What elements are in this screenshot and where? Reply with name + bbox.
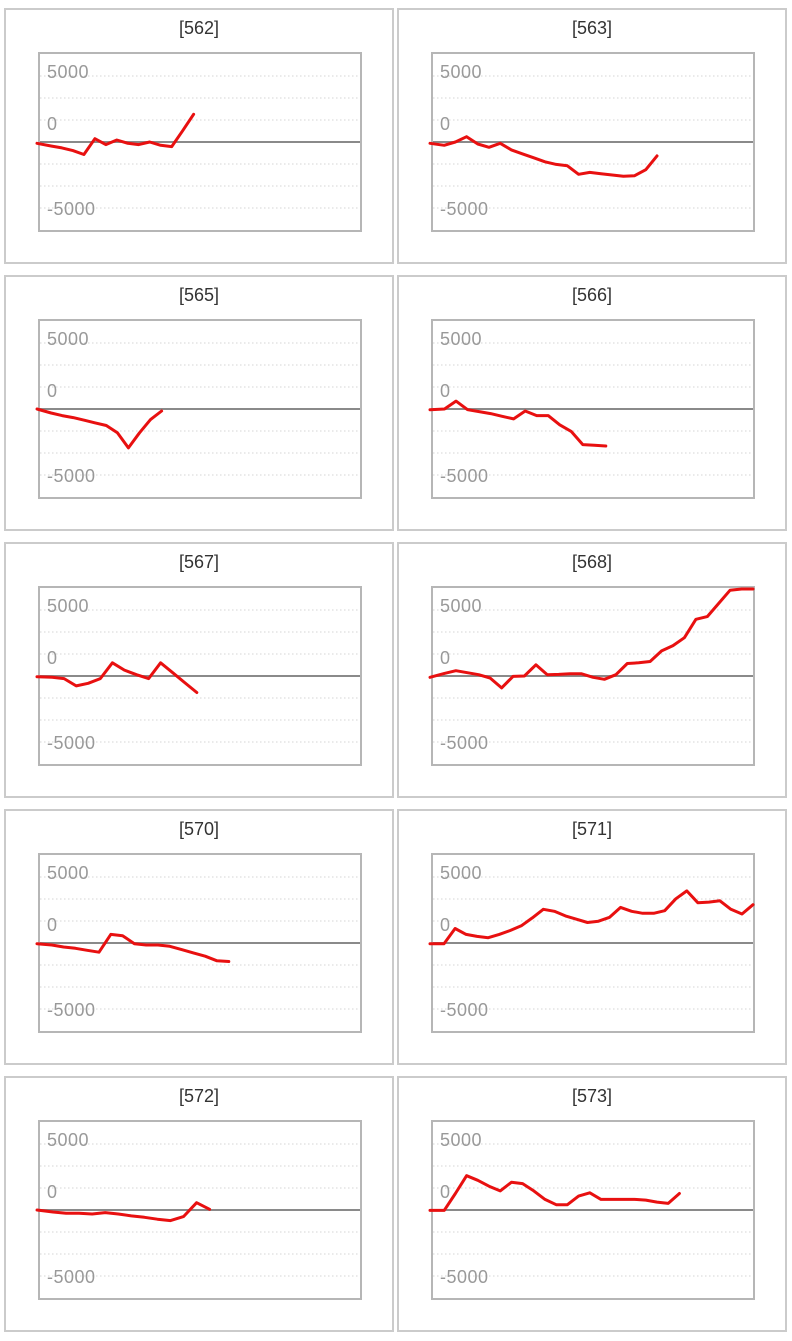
chart-title: [563]: [571, 18, 613, 38]
chart-title: [567]: [178, 552, 220, 572]
line-chart-svg: [428, 75, 753, 209]
line-chart-plot: 5000 0 -5000: [428, 853, 755, 1033]
line-chart-svg: [428, 876, 755, 1010]
line-chart-plot: 5000 0 -5000: [35, 1120, 362, 1300]
line-chart-svg: [35, 876, 360, 1010]
series-line: [428, 399, 608, 448]
machine-chart-card: [566] 5000 0 -5000: [397, 275, 787, 531]
machine-chart-card: [573] 5000 0 -5000: [397, 1076, 787, 1332]
machine-chart-card: [565] 5000 0 -5000: [4, 275, 394, 531]
chart-title: [565]: [178, 285, 220, 305]
chart-title: [573]: [571, 1086, 613, 1106]
line-chart-plot: 5000 0 -5000: [35, 586, 362, 766]
machine-chart-card: [562] 5000 0 -5000: [4, 8, 394, 264]
line-chart-svg: [428, 342, 753, 476]
line-chart-plot: 5000 0 -5000: [428, 586, 755, 766]
line-chart-plot: 5000 0 -5000: [428, 1120, 755, 1300]
line-chart-plot: 5000 0 -5000: [428, 52, 755, 232]
chart-title: [568]: [571, 552, 613, 572]
series-line: [428, 135, 659, 178]
line-chart-svg: [35, 609, 360, 743]
line-chart-plot: 5000 0 -5000: [35, 853, 362, 1033]
line-chart-svg: [35, 1143, 360, 1277]
series-line: [35, 661, 199, 694]
machine-chart-card: [571] 5000 0 -5000: [397, 809, 787, 1065]
series-line: [35, 112, 196, 156]
series-line: [35, 1201, 212, 1223]
line-chart-plot: 5000 0 -5000: [35, 319, 362, 499]
series-line: [35, 932, 231, 963]
machine-chart-card: [570] 5000 0 -5000: [4, 809, 394, 1065]
machine-chart-card: [568] 5000 0 -5000: [397, 542, 787, 798]
line-chart-svg: [428, 587, 755, 743]
chart-title: [571]: [571, 819, 613, 839]
line-chart-plot: 5000 0 -5000: [35, 52, 362, 232]
machine-chart-card: [567] 5000 0 -5000: [4, 542, 394, 798]
machine-chart-card: [563] 5000 0 -5000: [397, 8, 787, 264]
series-line: [35, 407, 164, 450]
series-line: [428, 889, 755, 946]
series-line: [428, 1174, 681, 1212]
machine-chart-card: [572] 5000 0 -5000: [4, 1076, 394, 1332]
chart-title: [570]: [178, 819, 220, 839]
line-chart-plot: 5000 0 -5000: [428, 319, 755, 499]
chart-title: [572]: [178, 1086, 220, 1106]
line-chart-svg: [35, 75, 360, 209]
series-line: [428, 587, 755, 690]
chart-title: [566]: [571, 285, 613, 305]
chart-title: [562]: [178, 18, 220, 38]
line-chart-svg: [35, 342, 360, 476]
line-chart-svg: [428, 1143, 753, 1277]
